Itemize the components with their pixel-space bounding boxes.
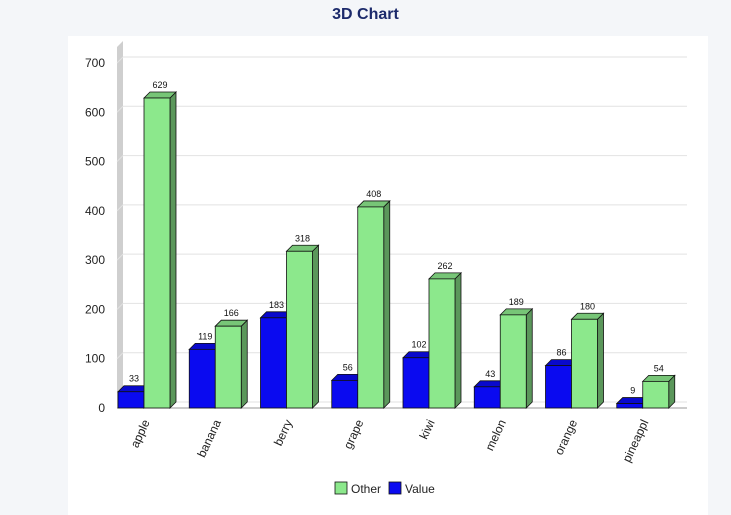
- x-tick-label: pineappl: [620, 417, 652, 464]
- bar-other: 262: [428, 261, 462, 409]
- bar-side: [454, 271, 462, 409]
- y-tick-label: 300: [85, 253, 105, 267]
- bar-front: [260, 317, 287, 409]
- x-tick-label: berry: [271, 417, 295, 448]
- y-tick-label: 100: [85, 352, 105, 366]
- bar-side: [383, 199, 391, 409]
- data-label: 180: [580, 301, 595, 311]
- data-label: 33: [129, 374, 139, 384]
- bar-front: [286, 250, 313, 409]
- data-label: 43: [485, 369, 495, 379]
- bar-top: [214, 319, 249, 327]
- bar-front: [545, 365, 572, 409]
- data-label: 102: [411, 340, 426, 350]
- y-tick-label: 400: [85, 204, 105, 218]
- bar-top: [570, 312, 605, 320]
- legend-item-other: Other: [334, 481, 381, 496]
- bar-front: [473, 386, 501, 409]
- gridline-diag: [116, 155, 124, 162]
- bar-other: 629: [143, 80, 177, 409]
- bar-top: [356, 200, 391, 208]
- gridline-diag: [116, 56, 124, 64]
- bar-front: [499, 314, 527, 409]
- y-tick-label: 500: [85, 155, 105, 169]
- data-label: 189: [509, 297, 524, 307]
- data-label: 56: [343, 362, 353, 372]
- bar-side: [240, 319, 248, 409]
- data-label: 86: [556, 348, 566, 358]
- legend-swatch: [388, 481, 402, 495]
- legend-label: Other: [351, 482, 381, 496]
- x-tick-label: melon: [482, 417, 509, 453]
- x-tick-label: grape: [341, 417, 367, 451]
- data-label: 262: [437, 261, 452, 271]
- y-tick-label: 200: [85, 302, 105, 316]
- bar-top: [641, 374, 676, 382]
- bar-front: [642, 380, 670, 409]
- bar-side: [525, 307, 533, 409]
- legend-label: Value: [405, 482, 435, 496]
- bar-front: [402, 357, 430, 409]
- bar-top: [499, 308, 534, 316]
- y-tick-label: 0: [98, 401, 105, 415]
- data-label: 318: [295, 233, 310, 243]
- bar-front: [616, 403, 644, 409]
- gridline-diag: [116, 204, 124, 212]
- bar-other: 166: [214, 308, 249, 409]
- bar-front: [331, 379, 359, 409]
- bar-front: [214, 325, 242, 409]
- x-tick-label: banana: [194, 417, 224, 460]
- y-tick-label: 700: [85, 56, 105, 70]
- bar-front: [428, 278, 456, 409]
- data-label: 9: [630, 386, 635, 396]
- data-label: 54: [654, 363, 664, 373]
- bar-side: [312, 244, 319, 409]
- bar-front: [188, 348, 216, 409]
- bar-other: 408: [356, 189, 391, 409]
- x-tick-label: orange: [552, 417, 581, 457]
- bar-front: [357, 206, 385, 409]
- bar-front: [117, 391, 145, 409]
- data-label: 166: [224, 308, 239, 318]
- bar-other: 318: [285, 233, 320, 409]
- bar-top: [428, 272, 462, 280]
- data-label: 183: [269, 300, 284, 310]
- bar-other: 189: [499, 297, 534, 409]
- gridline-diag: [116, 303, 124, 310]
- gridline-diag: [116, 105, 124, 113]
- bar-top: [143, 91, 177, 99]
- left-wall: [117, 41, 123, 408]
- x-tick-label: apple: [128, 417, 153, 450]
- data-label: 629: [152, 80, 167, 90]
- bar-top: [285, 244, 320, 252]
- gridline-diag: [116, 253, 124, 261]
- bar-front: [571, 318, 598, 409]
- bar-other: 54: [641, 363, 676, 409]
- bar-other: 180: [570, 301, 605, 409]
- data-label: 119: [198, 331, 212, 341]
- data-label: 408: [366, 189, 381, 199]
- y-tick-label: 600: [85, 105, 105, 119]
- bar-side: [169, 91, 177, 409]
- bar-side: [597, 312, 604, 409]
- legend-swatch: [334, 481, 348, 495]
- legend-item-value: Value: [388, 481, 435, 496]
- chart-title: 3D Chart: [332, 6, 399, 23]
- gridline-diag: [116, 352, 124, 360]
- bar-front: [143, 97, 171, 409]
- x-tick-label: kiwi: [417, 417, 438, 441]
